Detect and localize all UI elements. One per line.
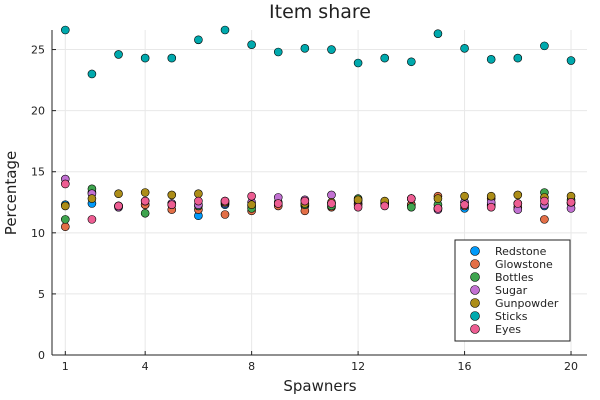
x-axis-title: Spawners — [283, 377, 356, 395]
x-tick-label: 12 — [351, 360, 365, 373]
point-sticks — [273, 47, 283, 57]
point-glowstone — [61, 222, 70, 232]
chart-title: Item share — [269, 1, 371, 23]
legend-marker-glowstone — [470, 259, 480, 269]
point-gunpowder — [513, 190, 523, 200]
point-gunpowder — [247, 200, 256, 210]
legend-label-sticks: Sticks — [495, 310, 528, 323]
point-gunpowder — [167, 190, 177, 200]
point-sticks — [140, 53, 150, 63]
point-sticks — [220, 25, 230, 35]
point-sticks — [300, 44, 310, 53]
x-tick-label: 16 — [458, 360, 472, 373]
point-glowstone — [540, 215, 549, 224]
point-sugar — [327, 190, 336, 200]
legend-marker-sticks — [470, 311, 480, 321]
legend-marker-bottles — [470, 272, 480, 282]
point-eyes — [61, 179, 70, 189]
legend-label-bottles: Bottles — [495, 271, 534, 284]
legend-label-sugar: Sugar — [495, 284, 528, 297]
point-sticks — [566, 56, 576, 65]
point-gunpowder — [433, 194, 443, 203]
legend-marker-sugar — [470, 285, 480, 295]
legend: RedstoneGlowstoneBottlesSugarGunpowderSt… — [454, 239, 571, 342]
legend-marker-eyes — [470, 324, 480, 334]
point-sticks — [433, 29, 443, 38]
legend-label-gunpowder: Gunpowder — [495, 297, 559, 310]
point-sticks — [486, 55, 496, 64]
point-eyes — [87, 215, 97, 224]
legend-marker-gunpowder — [470, 298, 480, 308]
point-sticks — [61, 25, 70, 35]
point-sticks — [167, 53, 177, 63]
point-eyes — [353, 202, 363, 212]
point-gunpowder — [140, 188, 150, 197]
point-bottles — [407, 202, 416, 212]
point-gunpowder — [353, 195, 363, 205]
point-eyes — [300, 196, 310, 206]
point-sticks — [194, 35, 203, 45]
y-tick-label: 0 — [38, 349, 45, 362]
legend-label-eyes: Eyes — [495, 323, 521, 336]
point-sticks — [513, 53, 523, 63]
point-gunpowder — [114, 189, 123, 199]
point-eyes — [460, 200, 469, 210]
point-glowstone — [220, 210, 230, 219]
x-tick-label: 20 — [564, 360, 578, 373]
legend-label-glowstone: Glowstone — [495, 258, 553, 271]
y-tick-label: 20 — [31, 105, 45, 118]
y-tick-label: 15 — [31, 166, 45, 179]
legend-label-redstone: Redstone — [495, 245, 547, 258]
point-gunpowder — [87, 194, 97, 203]
x-tick-label: 1 — [62, 360, 69, 373]
point-sticks — [247, 40, 256, 49]
point-eyes — [433, 204, 443, 213]
point-sticks — [460, 44, 469, 53]
point-eyes — [167, 200, 177, 210]
point-eyes — [114, 201, 123, 211]
point-eyes — [327, 199, 336, 208]
point-sticks — [114, 50, 123, 59]
axes: 1 4 8 12 16 20 0 5 10 15 20 25 — [31, 30, 587, 373]
point-eyes — [247, 191, 256, 201]
point-eyes — [220, 196, 230, 206]
point-sticks — [407, 57, 416, 67]
point-sticks — [540, 41, 549, 51]
point-gunpowder — [194, 189, 203, 199]
point-sticks — [353, 58, 363, 68]
legend-marker-redstone — [470, 246, 480, 256]
data-points — [61, 25, 576, 232]
y-tick-label: 25 — [31, 44, 45, 57]
point-bottles — [61, 215, 70, 224]
point-eyes — [486, 202, 496, 212]
point-eyes — [407, 194, 416, 203]
point-eyes — [540, 196, 549, 206]
point-eyes — [566, 197, 576, 207]
point-gunpowder — [61, 201, 70, 211]
point-bottles — [140, 208, 150, 218]
point-eyes — [194, 196, 203, 206]
point-sticks — [327, 45, 336, 54]
point-eyes — [273, 199, 283, 208]
point-eyes — [513, 199, 523, 208]
y-axis-title: Percentage — [2, 151, 20, 235]
x-tick-label: 4 — [142, 360, 149, 373]
point-gunpowder — [460, 191, 469, 201]
point-gunpowder — [486, 191, 496, 201]
point-sticks — [380, 53, 390, 63]
x-tick-label: 8 — [248, 360, 255, 373]
y-tick-label: 5 — [38, 288, 45, 301]
point-sticks — [87, 69, 97, 79]
y-tick-label: 10 — [31, 227, 45, 240]
point-eyes — [140, 196, 150, 206]
point-eyes — [380, 201, 390, 211]
